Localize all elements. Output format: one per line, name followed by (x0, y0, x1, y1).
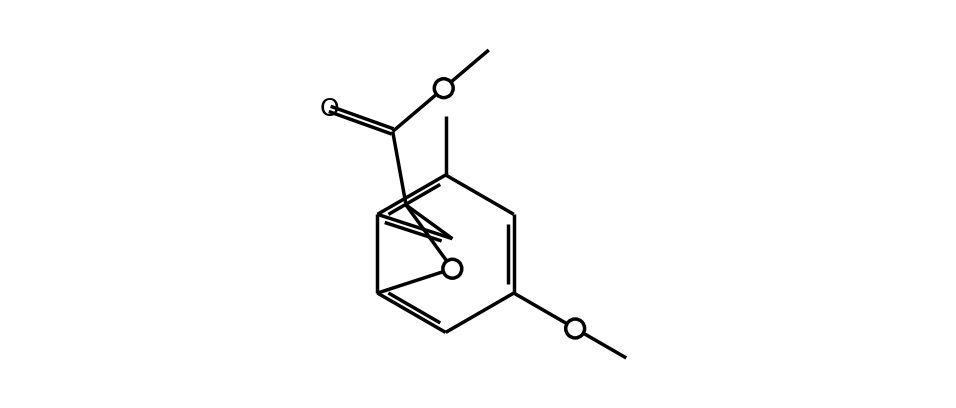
Text: O: O (320, 97, 339, 121)
Circle shape (434, 79, 453, 98)
Circle shape (566, 319, 585, 338)
Circle shape (443, 259, 462, 278)
